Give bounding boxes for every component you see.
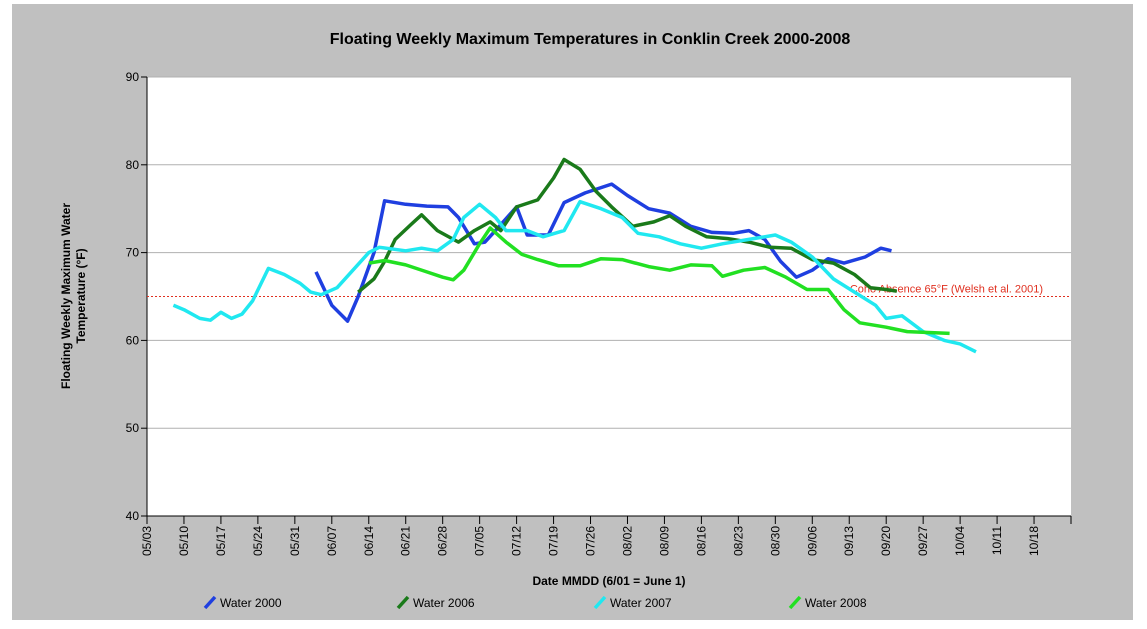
x-tick-label: 08/23	[731, 526, 745, 556]
legend-swatch	[593, 595, 607, 610]
x-tick-label: 05/10	[177, 526, 191, 556]
x-tick-label: 06/07	[325, 526, 339, 556]
y-tick-label: 40	[126, 509, 140, 523]
legend-swatch	[788, 595, 802, 610]
x-tick-label: 06/28	[436, 526, 450, 556]
y-tick-label: 90	[126, 70, 140, 84]
x-tick-label: 05/17	[214, 526, 228, 556]
x-tick-label: 09/20	[879, 526, 893, 556]
legend-label: Water 2007	[610, 596, 672, 610]
x-tick-label: 09/27	[916, 526, 930, 556]
x-tick-label: 06/14	[362, 526, 376, 556]
x-tick-label: 05/03	[140, 526, 154, 556]
x-tick-label: 10/18	[1027, 526, 1041, 556]
x-tick-label: 06/21	[399, 526, 413, 556]
x-tick-label: 07/05	[473, 526, 487, 556]
x-tick-label: 05/31	[288, 526, 302, 556]
x-tick-label: 07/26	[584, 526, 598, 556]
legend-swatch	[396, 595, 410, 610]
reference-label: Coho Absence 65°F (Welsh et al. 2001)	[850, 284, 1043, 296]
legend-label: Water 2008	[805, 596, 867, 610]
x-tick-label: 08/02	[620, 526, 634, 556]
x-axis-label: Date MMDD (6/01 = June 1)	[532, 574, 685, 588]
y-tick-label: 50	[126, 421, 140, 435]
line-series	[172, 199, 977, 354]
x-tick-label: 10/04	[953, 526, 967, 556]
y-axis-label: Floating Weekly Maximum WaterTemperature…	[59, 203, 88, 389]
x-tick-label: 07/19	[547, 526, 561, 556]
y-tick-label: 70	[126, 246, 140, 260]
line-series	[368, 226, 950, 336]
x-tick-label: 07/12	[510, 526, 524, 556]
line-series	[314, 182, 892, 323]
legend-label: Water 2006	[413, 596, 475, 610]
x-tick-label: 09/06	[805, 526, 819, 556]
x-tick-label: 05/24	[251, 526, 265, 556]
x-tick-label: 08/30	[768, 526, 782, 556]
x-tick-label: 10/11	[990, 526, 1004, 555]
x-tick-label: 09/13	[842, 526, 856, 556]
line-series	[357, 157, 898, 294]
x-tick-label: 08/16	[694, 526, 708, 556]
y-tick-label: 60	[126, 333, 140, 347]
x-tick-label: 08/09	[657, 526, 671, 556]
legend-swatch	[203, 595, 217, 610]
y-tick-label: 80	[126, 158, 140, 172]
legend-label: Water 2000	[220, 596, 282, 610]
chart-title: Floating Weekly Maximum Temperatures in …	[330, 31, 851, 48]
